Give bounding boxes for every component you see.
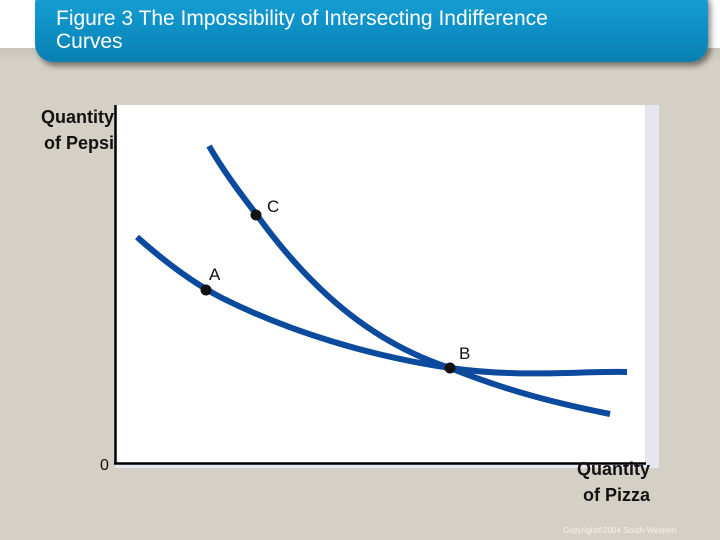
point-a-label: A — [209, 265, 221, 284]
y-axis-label: Quantity of Pepsi — [22, 104, 114, 156]
title-line-2: Curves — [56, 30, 123, 53]
indifference-curve-2 — [206, 144, 611, 417]
indifference-curve-1 — [135, 234, 628, 377]
point-c-marker — [250, 209, 262, 221]
point-c-label: C — [267, 197, 280, 216]
title-bar — [35, 0, 708, 62]
copyright-text: Copyright©2004 South-Western — [563, 526, 677, 535]
origin-label: 0 — [100, 457, 109, 474]
point-b-marker — [444, 362, 456, 374]
y-axis-label-line-2: of Pepsi — [43, 133, 114, 153]
x-axis-label: Quantity of Pizza — [540, 456, 650, 508]
page-title: Figure 3 The Impossibility of Intersecti… — [56, 7, 696, 53]
point-b-label: B — [459, 344, 471, 363]
point-a-marker — [200, 284, 212, 296]
x-axis-label-line-1: Quantity — [576, 459, 650, 479]
y-axis-label-line-1: Quantity — [40, 107, 114, 127]
title-line-1: Figure 3 The Impossibility of Intersecti… — [56, 7, 548, 30]
x-axis-label-line-2: of Pizza — [582, 485, 650, 505]
